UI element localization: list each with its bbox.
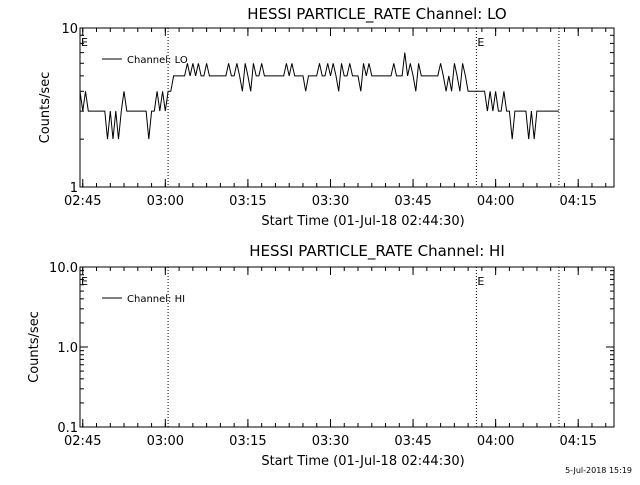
x-tick-label: 02:45 bbox=[64, 434, 101, 449]
x-tick-label: 04:00 bbox=[477, 434, 514, 449]
x-tick-label: 03:45 bbox=[394, 194, 431, 209]
series-line-1 bbox=[79, 52, 559, 140]
legend-label: Channel: HI bbox=[127, 294, 185, 305]
x-tick-label: 03:00 bbox=[147, 194, 184, 209]
x-tick-label: 03:30 bbox=[312, 194, 349, 209]
chart-panel-1: HESSI PARTICLE_RATE Channel: LO 02:45 03:0… bbox=[38, 5, 615, 229]
chart-panel-2: HESSI PARTICLE_RATE Channel: HI 02:45 03:0… bbox=[27, 242, 615, 469]
chart-title: HESSI PARTICLE_RATE Channel: LO bbox=[247, 5, 506, 24]
x-tick-label: 04:15 bbox=[559, 194, 596, 209]
y-tick-label: 0.1 bbox=[57, 421, 78, 436]
legend-label: Channel: LO bbox=[127, 55, 188, 66]
x-tick-label: 04:00 bbox=[477, 194, 514, 209]
event-marker-label: E bbox=[477, 275, 484, 288]
y-axis-label: Counts/sec bbox=[27, 311, 42, 383]
y-tick-label: 1.0 bbox=[57, 341, 78, 356]
x-tick-label: 02:45 bbox=[64, 194, 101, 209]
x-tick-label: 03:15 bbox=[229, 434, 266, 449]
event-marker-label: E bbox=[81, 275, 88, 288]
x-axis-label: Start Time (01-Jul-18 02:44:30) bbox=[261, 454, 464, 469]
footer-timestamp: 5-Jul-2018 15:19 bbox=[565, 466, 632, 475]
chart-title: HESSI PARTICLE_RATE Channel: HI bbox=[249, 242, 505, 261]
x-tick-label: 03:45 bbox=[394, 434, 431, 449]
plot-frame bbox=[79, 27, 615, 188]
y-tick-label: 1 bbox=[70, 181, 78, 196]
event-marker-label: E bbox=[477, 36, 484, 49]
x-axis-label: Start Time (01-Jul-18 02:44:30) bbox=[261, 214, 464, 229]
x-tick-label: 04:15 bbox=[559, 434, 596, 449]
y-axis-label: Counts/sec bbox=[38, 72, 53, 144]
event-marker-label: E bbox=[81, 36, 88, 49]
y-tick-label: 10.0 bbox=[49, 261, 78, 276]
plot-frame bbox=[79, 266, 615, 428]
x-tick-label: 03:30 bbox=[312, 434, 349, 449]
x-tick-label: 03:15 bbox=[229, 194, 266, 209]
y-tick-label: 10 bbox=[61, 22, 78, 37]
x-tick-label: 03:00 bbox=[147, 434, 184, 449]
